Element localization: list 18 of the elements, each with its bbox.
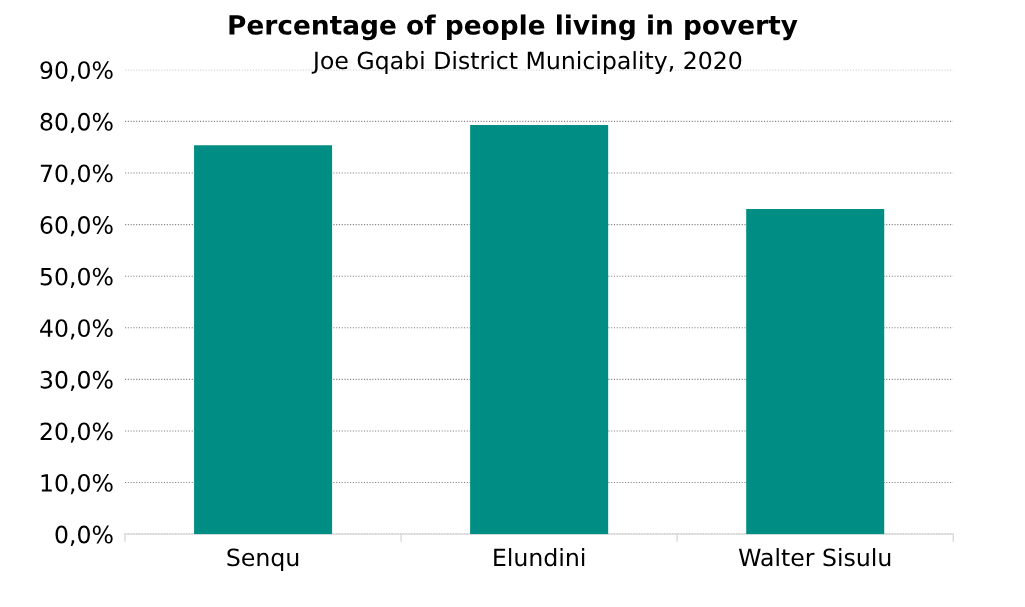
y-tick-label: 80,0% [40, 112, 113, 134]
y-tick-label: 50,0% [40, 267, 113, 288]
y-tick-label: 20,0% [40, 422, 113, 443]
y-tick-label: 70,0% [40, 164, 113, 185]
x-tick-label: Senqu [227, 548, 299, 571]
chart-title: Percentage of people living in poverty [229, 14, 798, 41]
bar [194, 145, 333, 535]
y-tick-label: 40,0% [40, 319, 113, 340]
bar [470, 125, 609, 535]
x-tick-label: Walter Sisulu [738, 548, 891, 567]
y-tick-label: 0,0% [55, 525, 113, 546]
y-tick-label: 10,0% [41, 474, 113, 495]
bar [746, 209, 885, 535]
chart-subtitle: Joe Gqabi District Municipality, 2020 [311, 51, 742, 74]
y-tick-label: 90,0% [40, 61, 113, 82]
y-tick-label: 30,0% [40, 370, 113, 392]
x-tick-label: Elundini [494, 548, 585, 567]
y-tick-label: 60,0% [40, 216, 113, 237]
